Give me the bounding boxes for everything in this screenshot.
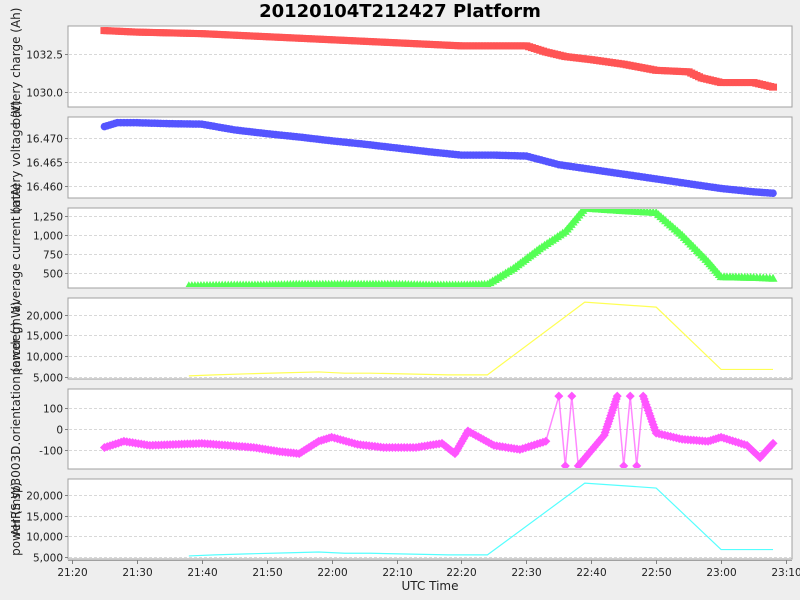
series [188, 301, 774, 377]
y-tick-label: 20,000 [26, 311, 63, 323]
series [185, 209, 778, 287]
x-tick-label: 21:30 [122, 567, 152, 579]
y-tick-label: 0 [56, 425, 63, 437]
y-tick-label: 10,000 [26, 352, 63, 364]
series [99, 391, 778, 468]
y-tick-label: 1,000 [33, 231, 63, 243]
x-tick-label: 21:20 [57, 567, 87, 579]
x-tick-label: 23:10 [771, 567, 800, 579]
x-tick-label: 22:30 [511, 567, 541, 579]
x-tick-label: 22:40 [576, 567, 606, 579]
y-tick-label: 1,250 [33, 212, 63, 224]
y-tick-label: 10,000 [26, 532, 63, 544]
y-axis-label: average current (mA) [9, 183, 23, 312]
x-tick-label: 21:50 [252, 567, 282, 579]
y-tick-label: 100 [43, 404, 63, 416]
y-tick-label: 750 [43, 250, 63, 262]
series [100, 118, 777, 197]
plot-area [67, 297, 793, 380]
y-axis-label: battery voltage (V) [9, 101, 23, 215]
y-tick-label: 20,000 [26, 491, 63, 503]
y-axis-label: AHRS sp3003D.orientation (arcdeg) [9, 322, 23, 537]
panel-5: -100 0 100 AHRS sp3003D.orientation (arcdeg… [9, 322, 793, 537]
plot-area [67, 478, 793, 560]
y-tick-label: 1030.0 [26, 88, 63, 100]
panel-3: 500 750 1,000 1,250 average current (mA) [9, 183, 793, 313]
y-tick-label: -100 [39, 446, 63, 458]
y-tick-label: 16.460 [26, 182, 63, 194]
plot-area [67, 25, 793, 108]
plot-area [67, 207, 793, 289]
x-tick-label: 23:00 [706, 567, 736, 579]
y-tick-label: 1032.5 [26, 50, 63, 62]
x-axis-label: UTC Time [402, 579, 459, 593]
y-axis-label: power (mW) [9, 482, 23, 556]
y-tick-label: 5,000 [33, 373, 63, 385]
x-tick-label: 22:00 [317, 567, 347, 579]
x-tick-label: 22:50 [641, 567, 671, 579]
y-tick-label: 16.465 [26, 158, 63, 170]
x-tick-label: 22:20 [446, 567, 476, 579]
series [188, 482, 774, 557]
y-tick-label: 500 [43, 269, 63, 281]
x-axis: 21:20 21:30 21:40 21:50 22:00 22:10 22:20 22:30… [57, 560, 800, 579]
chart-title: 20120104T212427 Platform [259, 1, 541, 22]
y-tick-label: 15,000 [26, 512, 63, 524]
series [100, 27, 778, 91]
y-tick-label: 15,000 [26, 331, 63, 343]
y-tick-label: 5,000 [33, 553, 63, 565]
x-tick-label: 22:10 [382, 567, 412, 579]
y-tick-label: 16.470 [26, 134, 63, 146]
y-axis-label: battery charge (Ah) [9, 8, 23, 126]
x-tick-label: 21:40 [187, 567, 217, 579]
y-axis-label: power (mW) [9, 302, 23, 376]
